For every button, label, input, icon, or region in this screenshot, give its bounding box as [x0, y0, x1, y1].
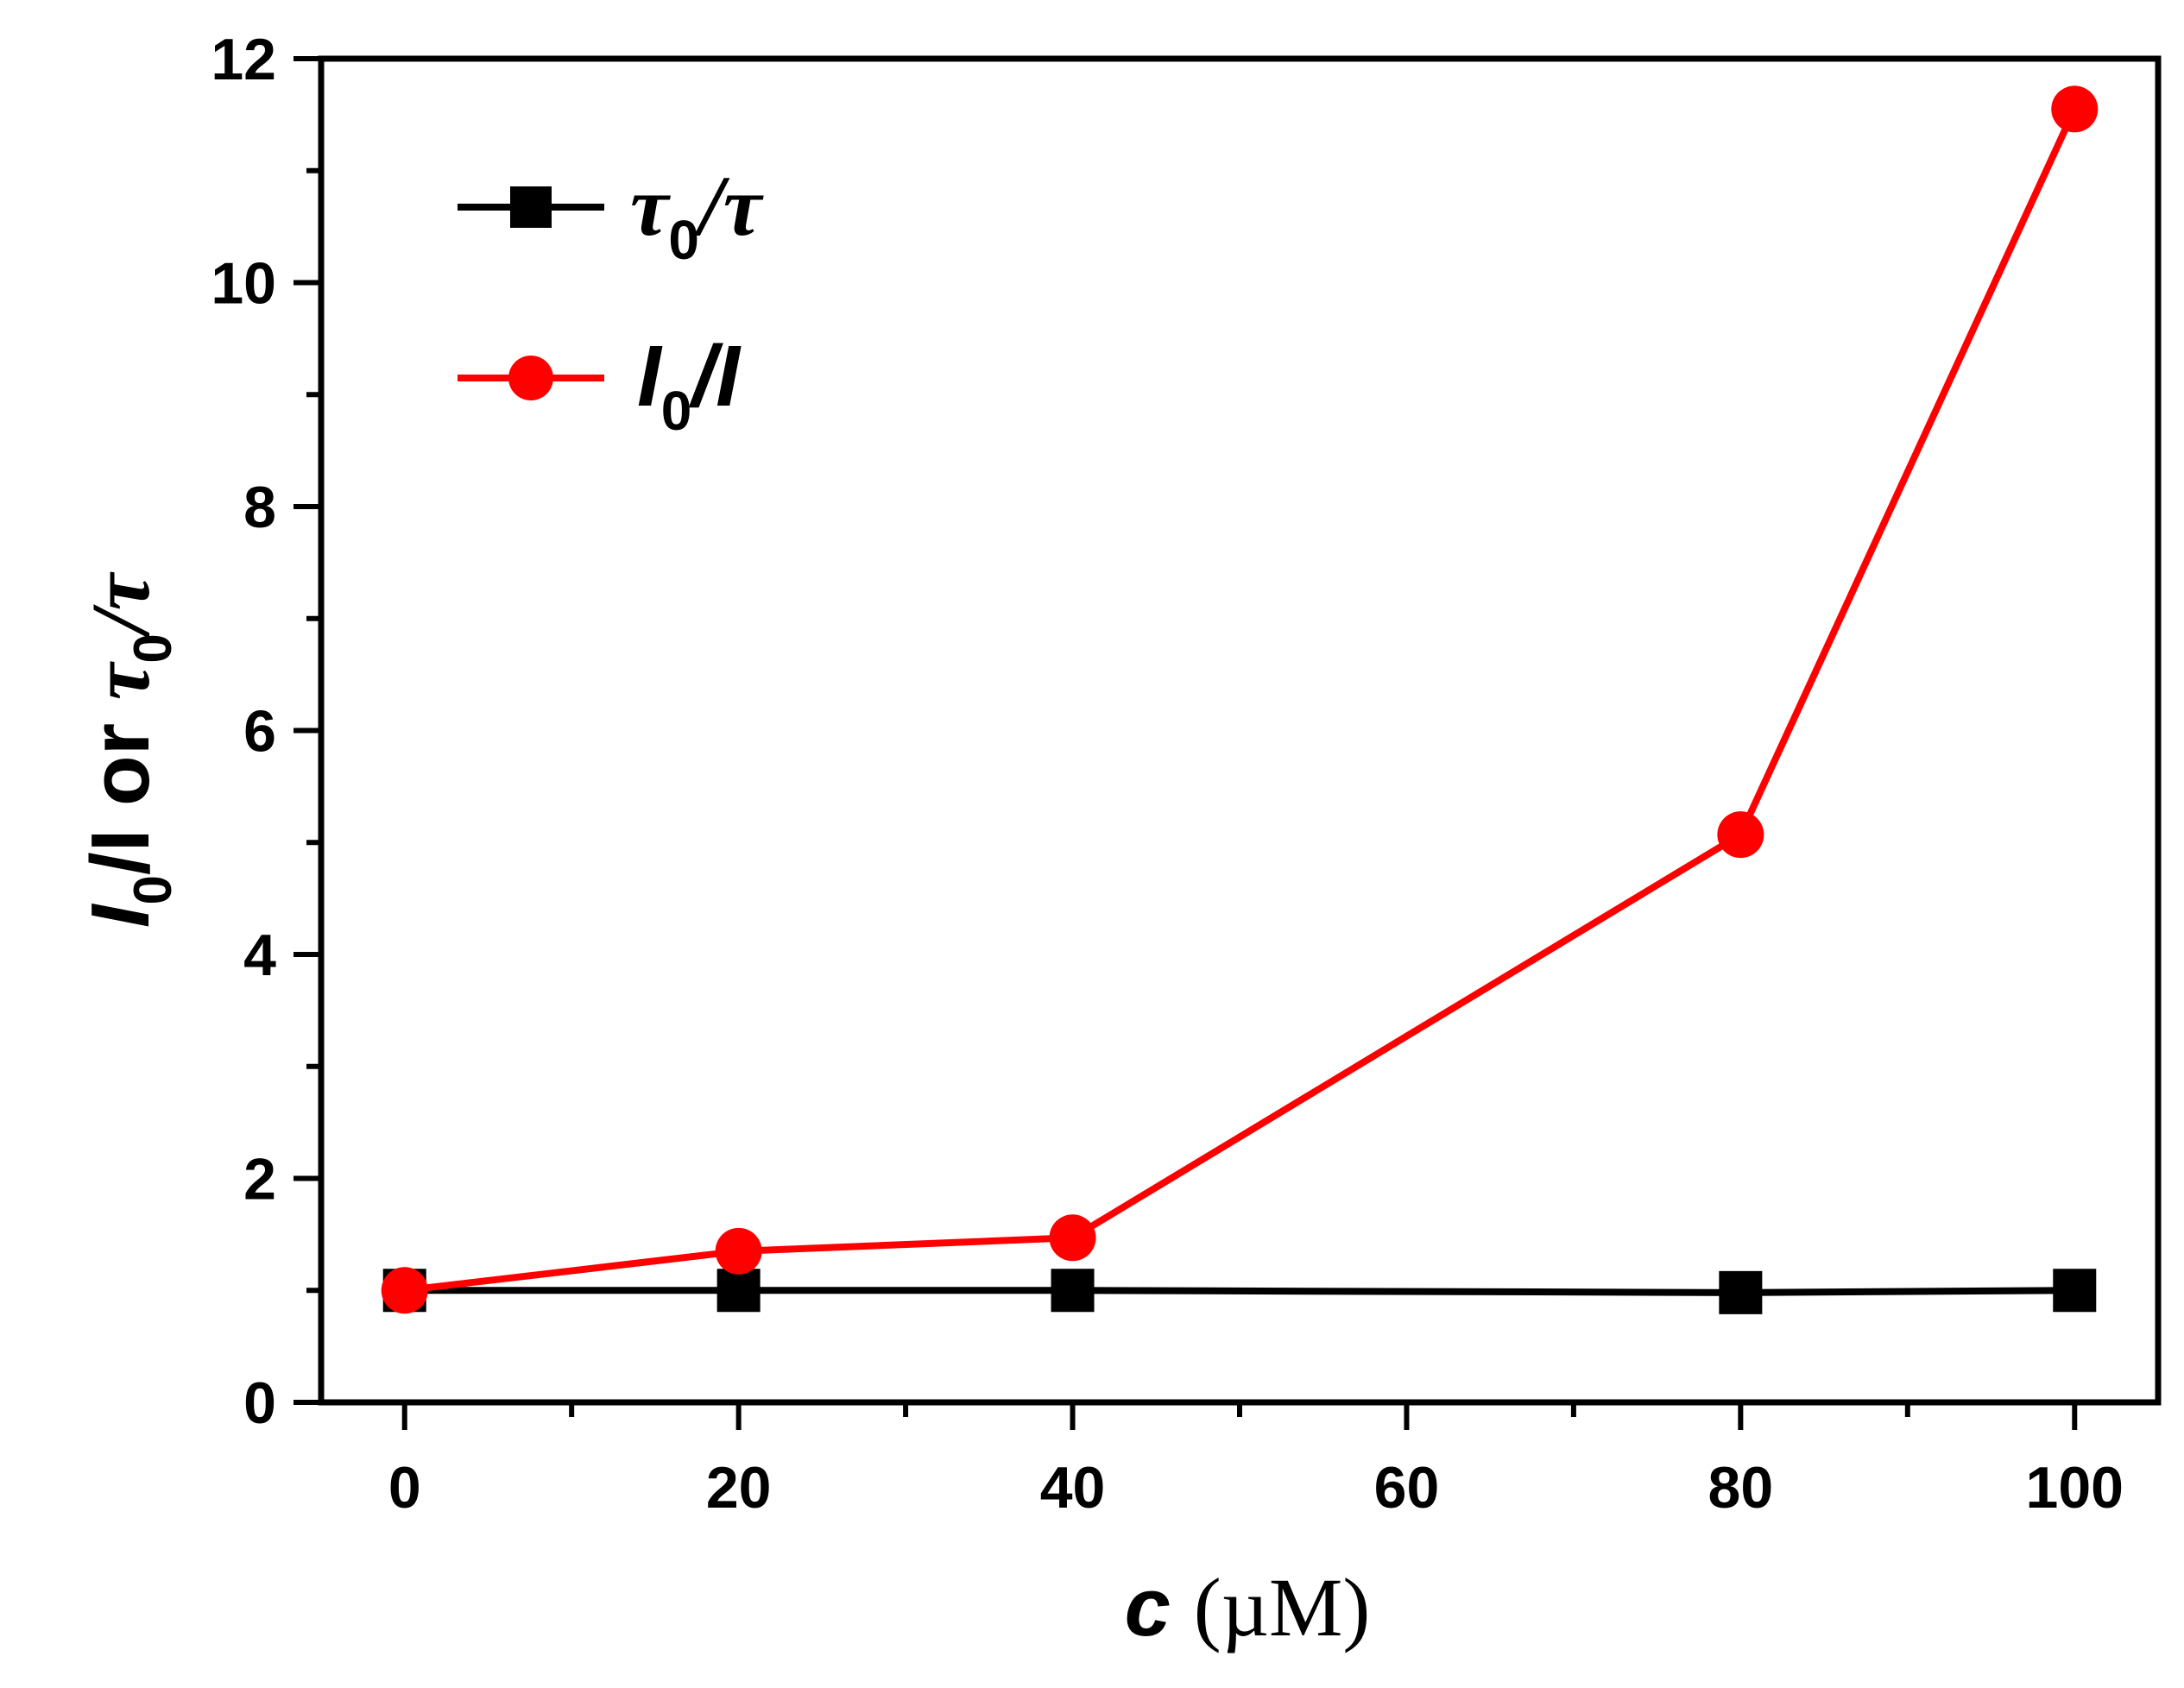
legend-marker-i: [508, 356, 553, 400]
y-tick-label: 6: [243, 699, 276, 765]
x-tick-label: 100: [2026, 1455, 2124, 1521]
x-tick-label: 20: [706, 1455, 772, 1521]
series-line-1: [404, 107, 2078, 1294]
series-line-0: [404, 1287, 2075, 1296]
legend-marker-tau: [510, 186, 552, 228]
y-tick-label: 4: [243, 923, 276, 988]
x-axis-title: c (µM): [1125, 1561, 1371, 1653]
x-tick-label: 40: [1040, 1455, 1106, 1521]
x-tick-label: 0: [388, 1455, 421, 1521]
legend-entry-i: I0/I: [458, 328, 742, 442]
series-layer: [381, 85, 2099, 1314]
series-point-1: [2051, 85, 2099, 133]
plot-frame: [318, 55, 2162, 1406]
y-tick-label: 10: [211, 251, 276, 317]
series-point-0: [1719, 1270, 1763, 1314]
legend-entry-tau: τ0/τ: [458, 158, 764, 271]
series-point-1: [381, 1267, 428, 1314]
y-tick-label: 0: [243, 1370, 276, 1436]
y-tick-label: 2: [243, 1147, 276, 1212]
legend-label-tau: τ0/τ: [630, 158, 764, 271]
series-point-0: [716, 1269, 761, 1313]
series-point-1: [1049, 1214, 1096, 1262]
series-point-0: [1051, 1269, 1095, 1313]
y-tick-label: 8: [243, 475, 276, 540]
legend: τ0/τ I0/I: [458, 158, 764, 442]
axes-layer: 0 20 40 60 80 100 0 2 4 6 8 10 12: [211, 27, 2162, 1521]
series-point-1: [715, 1227, 762, 1275]
x-tick-label: 80: [1708, 1455, 1774, 1521]
y-tick-label: 12: [211, 27, 276, 92]
series-point-0: [2053, 1269, 2097, 1313]
series-point-1: [1717, 811, 1764, 859]
legend-label-i: I0/I: [637, 328, 742, 442]
x-tick-label: 60: [1374, 1455, 1440, 1521]
y-axis-title: I0/I or τ0/τ: [74, 571, 183, 929]
